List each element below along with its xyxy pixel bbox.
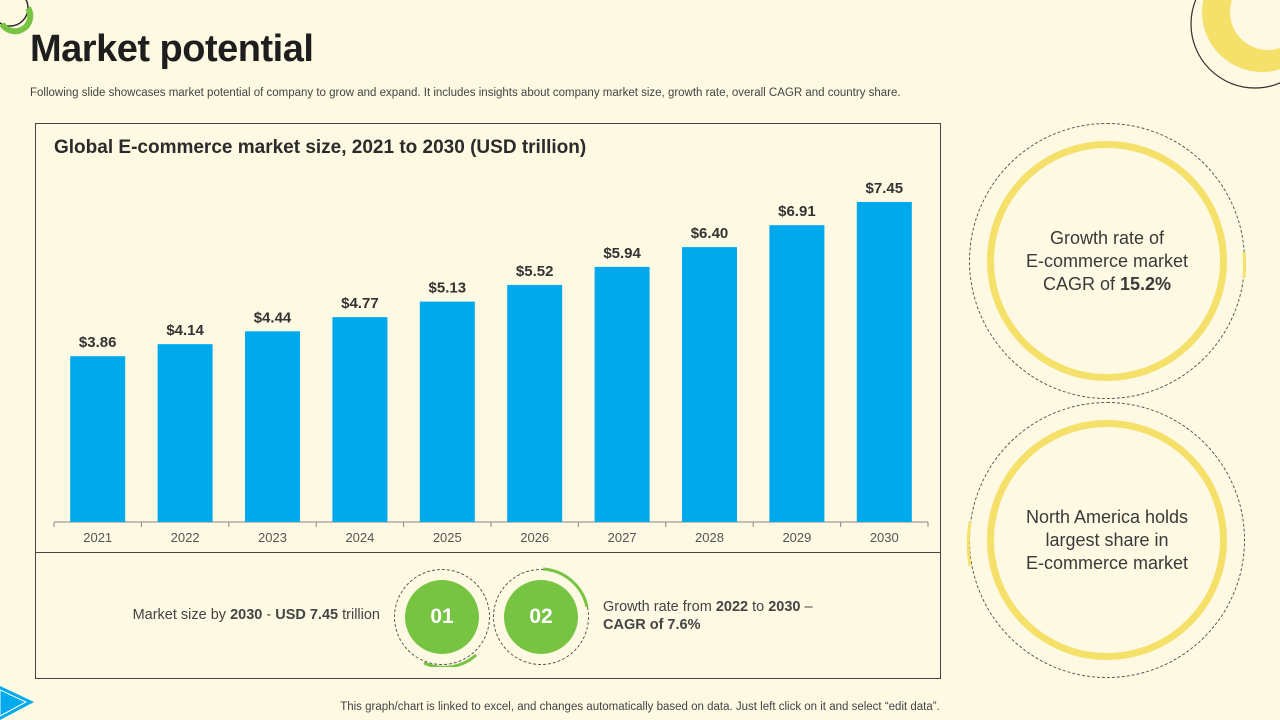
bar-2024[interactable]	[332, 317, 388, 522]
x-tick-label-2028: 2028	[695, 530, 724, 545]
bar-value-label-2023: $4.44	[254, 309, 292, 326]
corner-decoration-top-right	[1190, 0, 1280, 89]
bar-2027[interactable]	[594, 266, 650, 522]
share-stat-line2: largest share in	[1045, 529, 1169, 550]
growth-stat-line2: E-commerce market	[1025, 250, 1189, 271]
x-tick-label-2026: 2026	[520, 530, 549, 545]
growth-dash: –	[800, 599, 813, 615]
growth-stat-line1: Growth rate of	[1049, 227, 1165, 248]
badge-accent-02	[542, 567, 589, 608]
x-tick-label-2025: 2025	[433, 530, 462, 545]
x-tick-label-2027: 2027	[608, 530, 637, 545]
badge-02: 02	[504, 580, 578, 654]
growth-year-to: 2030	[768, 599, 801, 615]
chart-panel[interactable]: $3.86 2021 $4.14 2022 $4.44 2023 $4.77 2024 $5.1…	[35, 123, 941, 553]
bar-value-label-2022: $4.14	[166, 322, 204, 339]
market-size-year: 2030	[230, 607, 263, 623]
badge-ring-01	[394, 569, 490, 665]
growth-year-from: 2022	[715, 599, 749, 615]
bar-value-label-2030: $7.45	[866, 180, 904, 197]
growth-prefix: Growth rate from	[603, 599, 716, 615]
chart-title: Global E-commerce market size, 2021 to 2…	[54, 137, 587, 158]
share-stat-line3: E-commerce market	[1025, 552, 1188, 573]
bar-2021[interactable]	[70, 356, 126, 522]
summary-panel: Market size by 2030 - USD 7.45 trillion …	[35, 552, 941, 679]
growth-stat-circle: Growth rate of E-commerce market CAGR of…	[987, 141, 1227, 381]
bar-2025[interactable]	[419, 301, 475, 522]
x-tick-label-2023: 2023	[258, 530, 287, 545]
market-size-suffix: trillion	[338, 607, 380, 623]
share-stat-text: North America holds largest share in E-c…	[1026, 506, 1188, 575]
page-subtitle: Following slide showcases market potenti…	[30, 87, 901, 99]
bar-value-label-2027: $5.94	[603, 245, 641, 262]
share-stat-circle: North America holds largest share in E-c…	[987, 420, 1227, 660]
bar-2028[interactable]	[682, 247, 737, 522]
x-tick-label-2024: 2024	[345, 530, 374, 545]
bar-2030[interactable]	[856, 202, 912, 522]
growth-stat-text: Growth rate of E-commerce market CAGR of…	[1026, 227, 1188, 296]
bar-value-label-2021: $3.86	[79, 334, 117, 351]
market-size-summary: Market size by 2030 - USD 7.45 trillion	[36, 607, 380, 623]
growth-stat-accent	[1242, 251, 1247, 279]
badge-01: 01	[405, 580, 479, 654]
badge-ring-02	[493, 569, 589, 665]
bar-chart[interactable]: $3.86 2021 $4.14 2022 $4.44 2023 $4.77 2024 $5.1…	[36, 124, 942, 554]
footer-note: This graph/chart is linked to excel, and…	[340, 701, 940, 713]
bar-value-label-2025: $5.13	[429, 280, 467, 297]
badge-accent-01	[423, 653, 478, 667]
share-stat-line1: North America holds	[1025, 506, 1189, 527]
growth-stat-line3: CAGR of 15.2%	[1026, 273, 1188, 296]
corner-decoration-top-left	[0, 0, 34, 35]
x-tick-label-2029: 2029	[782, 530, 811, 545]
growth-cagr: CAGR of 7.6%	[603, 617, 701, 633]
x-tick-label-2021: 2021	[83, 530, 112, 545]
x-tick-label-2022: 2022	[171, 530, 200, 545]
market-size-amount: USD 7.45	[275, 607, 339, 623]
page-title: Market potential	[30, 28, 314, 70]
bar-2022[interactable]	[157, 344, 213, 522]
growth-to: to	[748, 599, 769, 615]
share-stat-accent	[966, 521, 972, 567]
bar-value-label-2026: $5.52	[516, 263, 554, 280]
growth-rate-summary: Growth rate from 2022 to 2030 – CAGR of …	[603, 598, 843, 634]
market-size-prefix: Market size by	[132, 607, 231, 623]
bar-2029[interactable]	[769, 225, 825, 522]
market-size-separator: -	[262, 607, 276, 623]
x-tick-label-2030: 2030	[870, 530, 899, 545]
bar-2026[interactable]	[507, 284, 563, 522]
bar-value-label-2028: $6.40	[691, 225, 729, 242]
bar-value-label-2029: $6.91	[778, 203, 816, 220]
corner-decoration-bottom-left	[0, 686, 34, 720]
growth-stat-prefix: CAGR of	[1042, 273, 1120, 294]
bar-value-label-2024: $4.77	[341, 295, 379, 312]
growth-stat-value: 15.2%	[1119, 273, 1172, 294]
bar-2023[interactable]	[245, 331, 300, 522]
